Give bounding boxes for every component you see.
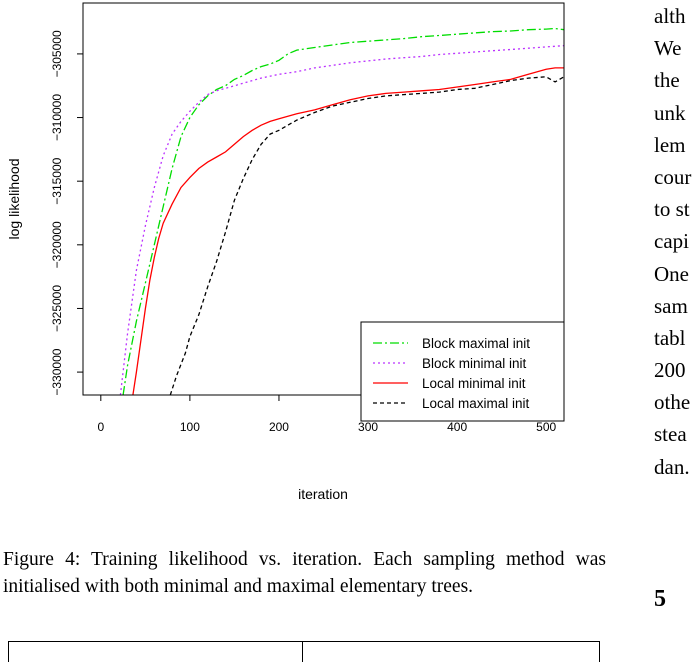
- right-column-line: to st: [654, 197, 690, 222]
- section-number: 5: [654, 586, 666, 612]
- x-tick-label: 500: [536, 420, 556, 434]
- right-column-line: unk: [654, 100, 686, 125]
- series-line-2: [119, 44, 565, 396]
- right-column-line: the: [654, 68, 680, 93]
- x-tick-label: 300: [358, 420, 378, 434]
- series-line-1: [122, 27, 565, 396]
- y-tick-label: −330000: [50, 348, 64, 395]
- plot-frame: [82, 2, 565, 396]
- right-column-line: cour: [654, 164, 692, 189]
- legend-label: Local minimal init: [422, 376, 526, 391]
- y-axis-label: log likelihood: [6, 159, 22, 240]
- series-line-4: [169, 76, 565, 396]
- x-tick-label: 200: [269, 420, 289, 434]
- y-tick-label: −325000: [50, 285, 64, 332]
- right-column-line: tabl: [654, 325, 686, 350]
- legend-label: Local maximal init: [422, 396, 530, 411]
- series-line-3: [132, 67, 564, 396]
- x-tick-label: 0: [97, 420, 104, 434]
- right-column-line: alth: [654, 4, 686, 28]
- likelihood-chart: 0 100 200 300 400 500 −330000−325000−320000−3…: [6, 2, 565, 502]
- y-axis: −330000 −325000 −320000 −315000 −310000 −3050…: [50, 30, 83, 396]
- right-column-text: alth We the unk lem cour to st capi One sam tabl 20…: [654, 0, 700, 483]
- right-column-line: sam: [654, 293, 688, 318]
- table-top-border: [8, 641, 600, 662]
- x-tick-label: 400: [447, 420, 467, 434]
- legend-label: Block minimal init: [422, 356, 527, 371]
- x-axis-label: iteration: [298, 486, 348, 502]
- right-column-line: We: [654, 36, 682, 61]
- right-column-line: lem: [654, 132, 686, 157]
- x-tick-label: 100: [180, 420, 200, 434]
- y-tick-label: −315000: [50, 157, 64, 204]
- right-column-line: capi: [654, 229, 689, 254]
- legend-label: Block maximal init: [422, 336, 530, 351]
- right-column-line: stea: [654, 422, 687, 447]
- x-axis: 0 100 200 300 400 500: [97, 395, 557, 434]
- legend-box: [360, 321, 565, 422]
- y-tick-label: −310000: [50, 94, 64, 141]
- right-column-line: One: [654, 261, 689, 286]
- legend: Block maximal init Block minimal init Loca…: [360, 321, 565, 422]
- series-layer: [119, 27, 565, 396]
- right-column-line: 200: [654, 358, 686, 383]
- right-column-line: dan.: [654, 454, 690, 479]
- figure-caption: Figure 4: Training likelihood vs. iterat…: [3, 549, 606, 597]
- y-tick-label: −320000: [50, 221, 64, 268]
- right-column-line: othe: [654, 390, 691, 415]
- y-tick-label: −305000: [50, 30, 64, 77]
